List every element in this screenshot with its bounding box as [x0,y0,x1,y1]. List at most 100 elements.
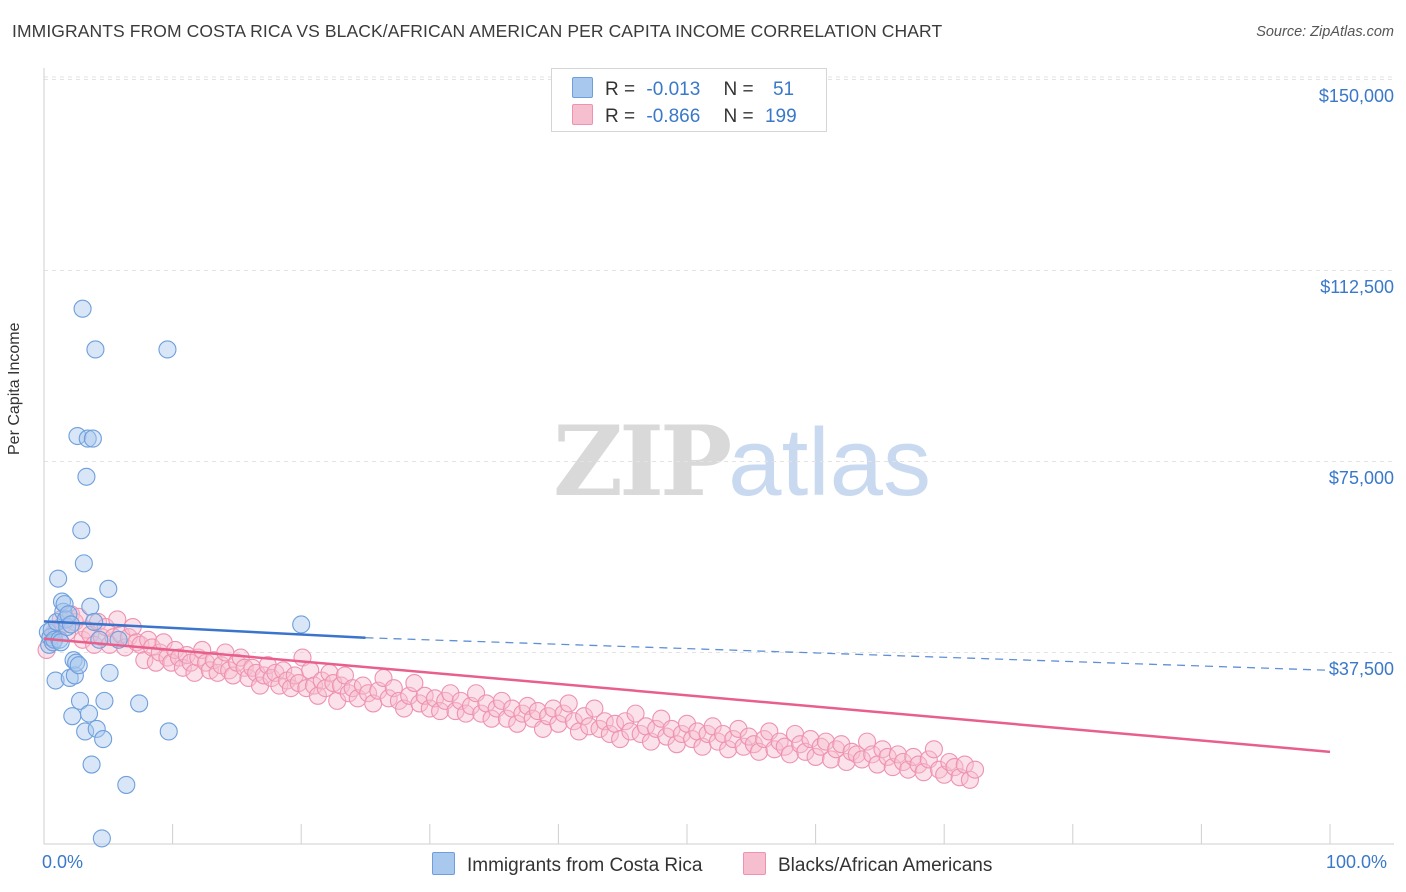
data-point [847,745,866,764]
data-point [51,633,70,652]
data-point [729,719,748,738]
data-point [585,699,604,718]
axes [43,68,1394,845]
data-point [966,760,985,779]
series-immigrants-costa-rica [38,299,311,848]
data-point [63,707,82,726]
data-point [159,722,178,741]
data-point [811,737,830,756]
data-point [724,730,743,749]
data-point [770,732,789,751]
legend-swatch-blue [572,77,593,98]
grid-lines [44,76,1394,653]
trend-line-black [43,637,1331,754]
data-point [359,684,378,703]
data-point [332,676,351,695]
data-point [274,661,293,680]
data-point [379,689,398,708]
data-point [559,694,578,713]
y-tick-37500: $37,500 [1328,659,1394,679]
x-tick-100: 100.0% [1326,852,1388,872]
trend-line-costa-rica [43,620,366,639]
data-point [806,747,825,766]
data-point [49,569,68,588]
data-point [940,752,959,772]
data-point [87,719,106,738]
legend-row-black: R = -0.866 N = 199 [572,104,797,128]
data-point [55,595,74,614]
data-point [81,597,100,616]
data-point [801,730,820,749]
legend-n-value: 199 [764,106,797,127]
legend-n-value: 51 [772,79,795,100]
data-point [76,722,95,741]
data-point [719,740,738,759]
data-point [94,730,113,749]
data-point [85,612,104,631]
data-point [79,704,99,723]
data-point [292,615,311,634]
data-point [185,663,204,682]
data-point [95,691,114,710]
data-point [82,755,101,774]
data-point [626,704,645,723]
trend-lines [43,620,1331,754]
data-point [108,610,127,629]
data-point [405,674,424,693]
data-point [672,724,691,744]
watermark-atlas: atlas [728,409,931,516]
data-point [308,686,327,705]
data-point [130,694,149,713]
series-blacks-african-americans [37,605,985,789]
data-point [90,630,109,649]
data-point [924,740,943,759]
data-point [863,745,882,764]
bottom-legend-black: Blacks/African Americans [743,852,992,877]
data-point [68,426,87,446]
bottom-legend-label: Immigrants from Costa Rica [467,855,703,876]
chart-title: IMMIGRANTS FROM COSTA RICA VS BLACK/AFRI… [12,21,943,41]
data-point [842,742,861,761]
data-point [492,691,511,710]
data-point [158,340,177,359]
data-point [549,714,568,733]
trend-line-costa-rica-extension [365,637,1331,671]
data-point [74,554,93,573]
legend-r-value: -0.866 [646,106,701,127]
bottom-legend-label: Blacks/African Americans [778,855,993,876]
data-point [72,521,91,540]
correlation-legend: R = -0.013 N = 51 R = -0.866 N = 199 [551,68,827,132]
data-point [827,740,846,759]
bottom-legend-costa-rica: Immigrants from Costa Rica [432,852,702,877]
data-point [92,829,111,848]
legend-r-label: R = [605,79,636,100]
data-point [832,735,851,754]
data-point [78,429,97,448]
data-point [611,730,630,749]
legend-r-label: R = [605,106,636,127]
legend-r-value: -0.013 [646,79,701,100]
data-point [816,732,835,751]
legend-row-costa-rica: R = -0.013 N = 51 [572,77,794,101]
data-point [528,702,547,721]
data-point [77,467,96,486]
y-tick-112500: $112,500 [1320,277,1394,297]
data-point [64,651,83,670]
data-point [600,724,619,744]
data-point [616,712,635,731]
y-axis-label: Per Capita Income [6,322,23,455]
data-point [441,684,460,703]
data-point [554,704,573,723]
bottom-legend-swatch-pink [743,852,766,875]
data-point [945,758,964,777]
legend-n-label: N = [723,79,754,100]
data-point [235,658,254,677]
data-point [73,299,92,318]
data-point [46,671,65,690]
data-point [420,699,439,718]
data-point [837,752,856,772]
data-point [821,750,841,769]
bottom-legend-swatch-blue [432,852,455,875]
data-point [69,656,88,675]
